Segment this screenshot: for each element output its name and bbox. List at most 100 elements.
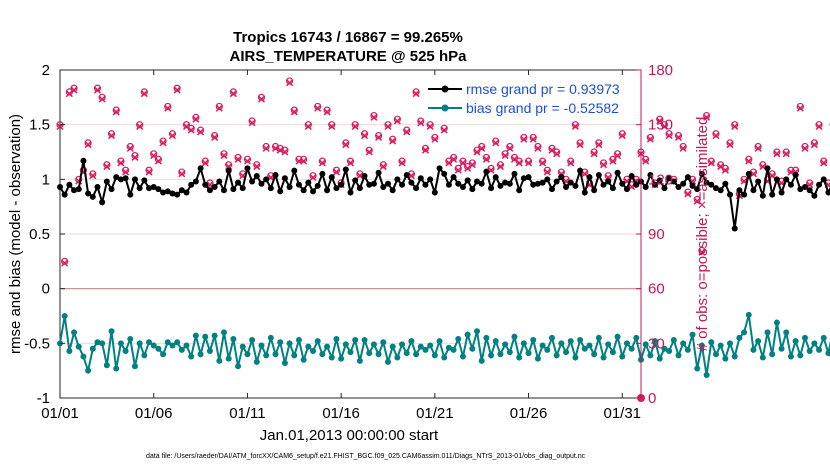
obs-possible-point: [571, 121, 580, 129]
obs-assimilated-point: [145, 168, 153, 176]
obs-possible-point: [449, 153, 458, 162]
bias-point: [816, 346, 823, 353]
obs-assimilated-point: [136, 122, 144, 131]
bias-point: [258, 342, 265, 349]
bias-point: [506, 349, 513, 356]
obs-possible-point: [75, 175, 83, 183]
rmse-point: [741, 191, 748, 198]
rmse-point: [136, 185, 143, 192]
obs-assimilated-point: [131, 153, 139, 161]
rmse-point: [328, 174, 335, 181]
rmse-point: [469, 186, 476, 193]
rmse-point: [389, 187, 396, 194]
bias-point: [783, 329, 790, 336]
obs-possible-point: [220, 150, 228, 158]
bias-point: [769, 351, 776, 358]
obs-assimilated-point: [323, 108, 331, 116]
bias-point: [356, 357, 363, 364]
obs-possible-point: [318, 157, 326, 165]
bias-point: [548, 334, 555, 341]
legend-box: [424, 75, 631, 119]
obs-assimilated-point: [140, 90, 148, 98]
obs-assimilated-point: [370, 113, 378, 121]
obs-possible-point: [707, 157, 715, 165]
obs-possible-point: [89, 170, 97, 178]
rmse-point: [253, 173, 260, 180]
rmse-point: [183, 189, 190, 196]
bias-point: [427, 342, 434, 349]
bias-point: [366, 350, 373, 357]
obs-possible-point: [599, 159, 608, 167]
obs-assimilated-point: [599, 161, 608, 169]
obs-assimilated-point: [590, 150, 598, 158]
obs-possible-point: [595, 139, 603, 147]
obs-possible-point: [234, 153, 242, 162]
obs-assimilated-point: [93, 86, 102, 94]
obs-assimilated-point: [642, 157, 650, 165]
bias-point: [122, 347, 129, 354]
obs-assimilated-point: [782, 150, 790, 158]
bias-point: [155, 345, 162, 352]
bias-point: [464, 331, 471, 338]
y-tick-left-label: 2: [42, 62, 50, 79]
rmse-point: [591, 187, 598, 194]
rmse-point: [759, 192, 766, 199]
rmse-point: [75, 186, 82, 193]
rmse-point: [633, 181, 640, 188]
bias-point: [811, 340, 818, 347]
obs-possible-point: [145, 166, 153, 174]
obs-possible-point: [431, 133, 439, 142]
rmse-point: [174, 191, 181, 198]
obs-possible-point: [117, 157, 125, 165]
bias-point: [146, 339, 153, 346]
rmse-point: [577, 167, 584, 174]
rmse-point: [178, 187, 185, 194]
rmse-point: [502, 179, 509, 186]
obs-assimilated-point: [276, 146, 284, 154]
obs-possible-point: [548, 144, 556, 152]
bias-point: [431, 352, 438, 359]
obs-possible-point: [712, 130, 720, 138]
obs-assimilated-point: [393, 117, 401, 125]
bias-point: [267, 334, 274, 341]
obs-assimilated-point: [150, 152, 158, 160]
bias-point: [211, 332, 218, 339]
bias-point: [544, 346, 551, 353]
obs-assimilated-point: [614, 152, 622, 160]
obs-assimilated-point: [450, 155, 458, 163]
obs-assimilated-point: [342, 141, 350, 149]
bias-point: [525, 350, 532, 357]
y-axis-right-label: # of obs: o=possible; ×=assimilated: [694, 117, 711, 352]
rmse-point: [113, 174, 120, 181]
obs-possible-point: [534, 142, 542, 151]
bias-point: [225, 355, 232, 362]
bias-point: [361, 337, 368, 344]
obs-possible-point: [642, 155, 650, 163]
obs-assimilated-point: [300, 157, 308, 165]
obs-assimilated-point: [229, 90, 237, 98]
obs-assimilated-point: [609, 157, 617, 165]
rmse-point: [436, 165, 443, 172]
obs-assimilated-point: [515, 159, 523, 167]
rmse-point: [492, 174, 499, 181]
rmse-point: [427, 176, 434, 183]
bias-point: [131, 363, 138, 370]
bias-point: [787, 353, 794, 360]
obs-assimilated-point: [595, 141, 603, 149]
obs-assimilated-point: [243, 157, 251, 165]
rmse-point: [666, 175, 673, 182]
rmse-point: [525, 174, 532, 181]
y-tick-right-label: 150: [648, 117, 673, 134]
obs-possible-point: [492, 137, 500, 145]
obs-possible-point: [215, 102, 223, 111]
bias-point: [436, 338, 443, 345]
obs-possible-point: [524, 157, 533, 165]
bias-point: [792, 338, 799, 345]
obs-possible-point: [417, 117, 425, 125]
y-tick-left-label: 0.5: [29, 226, 50, 243]
obs-possible-point: [773, 148, 781, 156]
rmse-point: [825, 189, 830, 196]
obs-possible-point: [154, 155, 162, 163]
bias-point: [141, 352, 148, 359]
rmse-point: [300, 187, 307, 194]
